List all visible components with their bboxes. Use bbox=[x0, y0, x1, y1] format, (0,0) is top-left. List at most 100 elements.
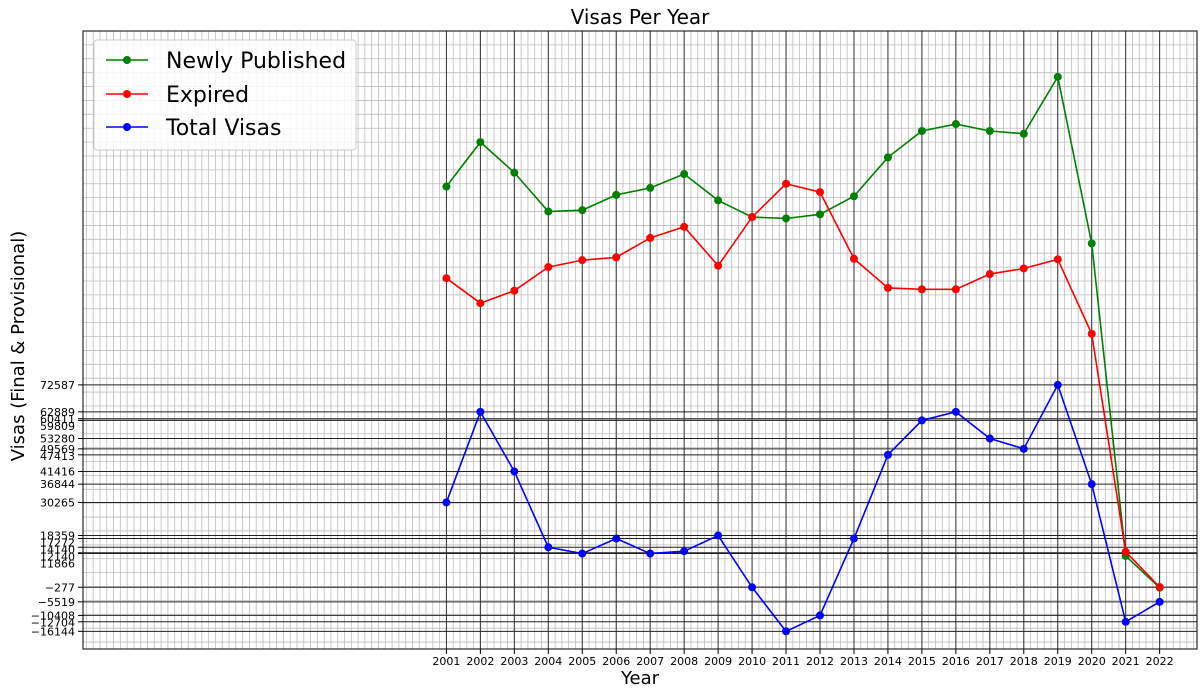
x-tick-label: 2022 bbox=[1146, 655, 1174, 668]
y-tick-gridlines bbox=[83, 384, 1197, 632]
series-point-newly-published bbox=[1053, 72, 1062, 81]
y-tick-label: 62889 bbox=[40, 406, 75, 419]
x-tick-label: 2007 bbox=[636, 655, 664, 668]
series-point-total-visas bbox=[476, 407, 485, 416]
legend-box bbox=[93, 39, 357, 151]
y-tick-label: 47413 bbox=[40, 450, 75, 463]
y-tick-label: 53280 bbox=[40, 433, 75, 446]
series-point-total-visas bbox=[1121, 617, 1130, 626]
series-point-total-visas bbox=[680, 547, 689, 556]
series-point-total-visas bbox=[748, 583, 757, 592]
series-point-newly-published bbox=[951, 120, 960, 129]
y-tick-label: −10408 bbox=[31, 609, 75, 622]
series-point-expired bbox=[612, 253, 621, 262]
legend-label-total-visas: Total Visas bbox=[165, 116, 281, 141]
series-point-expired bbox=[442, 274, 451, 283]
series-point-newly-published bbox=[510, 168, 519, 177]
series-point-expired bbox=[1155, 583, 1164, 592]
series-point-total-visas bbox=[1155, 597, 1164, 606]
x-tick-label: 2005 bbox=[568, 655, 596, 668]
y-tick-label: 30265 bbox=[40, 496, 75, 509]
series-lines bbox=[442, 72, 1164, 636]
x-tick-label: 2015 bbox=[908, 655, 936, 668]
series-point-expired bbox=[680, 222, 689, 231]
series-point-newly-published bbox=[646, 183, 655, 192]
series-point-total-visas bbox=[510, 467, 519, 476]
x-axis-ticks: 2001 2002 2003 2004 2005 2006 2007 2008 2009 2010… bbox=[432, 649, 1174, 668]
x-tick-label: 2011 bbox=[772, 655, 800, 668]
y-tick-label: 59809 bbox=[40, 420, 75, 433]
series-point-newly-published bbox=[917, 126, 926, 135]
x-axis-label: Year bbox=[620, 668, 660, 689]
x-tick-label: 2018 bbox=[1010, 655, 1038, 668]
y-tick-label: 18359 bbox=[40, 530, 75, 543]
x-tick-label: 2021 bbox=[1112, 655, 1140, 668]
y-axis-label: Visas (Final & Provisional) bbox=[8, 231, 29, 461]
series-point-newly-published bbox=[985, 126, 994, 135]
series-point-newly-published bbox=[1019, 129, 1028, 138]
legend-marker-newly-published bbox=[123, 56, 131, 64]
series-point-total-visas bbox=[782, 627, 791, 636]
series-point-total-visas bbox=[951, 407, 960, 416]
x-tick-label: 2012 bbox=[806, 655, 834, 668]
x-tick-label: 2019 bbox=[1044, 655, 1072, 668]
series-point-total-visas bbox=[917, 416, 926, 425]
y-tick-label: 72587 bbox=[40, 379, 75, 392]
series-point-expired bbox=[985, 270, 994, 279]
series-point-total-visas bbox=[442, 498, 451, 507]
y-tick-label: −277 bbox=[45, 581, 75, 594]
x-tick-label: 2009 bbox=[704, 655, 732, 668]
x-tick-label: 2020 bbox=[1078, 655, 1106, 668]
series-point-total-visas bbox=[985, 434, 994, 443]
legend-marker-total-visas bbox=[123, 123, 131, 131]
legend: Newly Published Expired Total Visas bbox=[93, 39, 357, 151]
series-point-newly-published bbox=[883, 153, 892, 162]
major-gridlines bbox=[445, 31, 1161, 649]
y-tick-label: −16144 bbox=[31, 625, 75, 638]
series-point-expired bbox=[510, 286, 519, 295]
x-tick-label: 2010 bbox=[738, 655, 766, 668]
y-tick-label: −12704 bbox=[31, 616, 75, 629]
series-point-total-visas bbox=[1019, 444, 1028, 453]
series-point-expired bbox=[1053, 255, 1062, 264]
series-point-expired bbox=[1121, 547, 1130, 556]
legend-marker-expired bbox=[123, 90, 131, 98]
series-line-newly-published bbox=[445, 74, 1161, 589]
series-line-expired bbox=[445, 182, 1161, 588]
series-point-expired bbox=[1019, 264, 1028, 273]
series-point-expired bbox=[782, 179, 791, 188]
x-tick-label: 2004 bbox=[534, 655, 562, 668]
series-point-newly-published bbox=[816, 210, 825, 219]
series-point-newly-published bbox=[476, 138, 485, 147]
series-point-newly-published bbox=[849, 192, 858, 201]
y-tick-label: 17272 bbox=[40, 537, 75, 550]
y-tick-label: 12140 bbox=[40, 551, 75, 564]
series-point-expired bbox=[816, 188, 825, 197]
series-point-total-visas bbox=[612, 534, 621, 543]
x-tick-label: 2006 bbox=[602, 655, 630, 668]
series-point-newly-published bbox=[442, 182, 451, 191]
x-tick-label: 2016 bbox=[942, 655, 970, 668]
series-point-total-visas bbox=[578, 549, 587, 558]
series-point-total-visas bbox=[1053, 380, 1062, 389]
x-tick-label: 2008 bbox=[670, 655, 698, 668]
series-point-expired bbox=[714, 261, 723, 270]
y-tick-label: 11866 bbox=[40, 558, 75, 571]
series-point-expired bbox=[917, 285, 926, 294]
y-tick-label: 60411 bbox=[40, 413, 75, 426]
x-tick-label: 2013 bbox=[840, 655, 868, 668]
x-tick-label: 2017 bbox=[976, 655, 1004, 668]
legend-label-expired: Expired bbox=[166, 83, 249, 108]
series-point-newly-published bbox=[544, 207, 553, 216]
y-tick-label: 14140 bbox=[40, 544, 75, 557]
plot-frame bbox=[82, 30, 1198, 650]
series-point-newly-published bbox=[680, 170, 689, 179]
series-point-expired bbox=[646, 233, 655, 242]
series-point-total-visas bbox=[646, 549, 655, 558]
series-point-total-visas bbox=[1087, 480, 1096, 489]
series-point-expired bbox=[1087, 329, 1096, 338]
x-tick-label: 2003 bbox=[500, 655, 528, 668]
chart-title: Visas Per Year bbox=[571, 5, 711, 29]
